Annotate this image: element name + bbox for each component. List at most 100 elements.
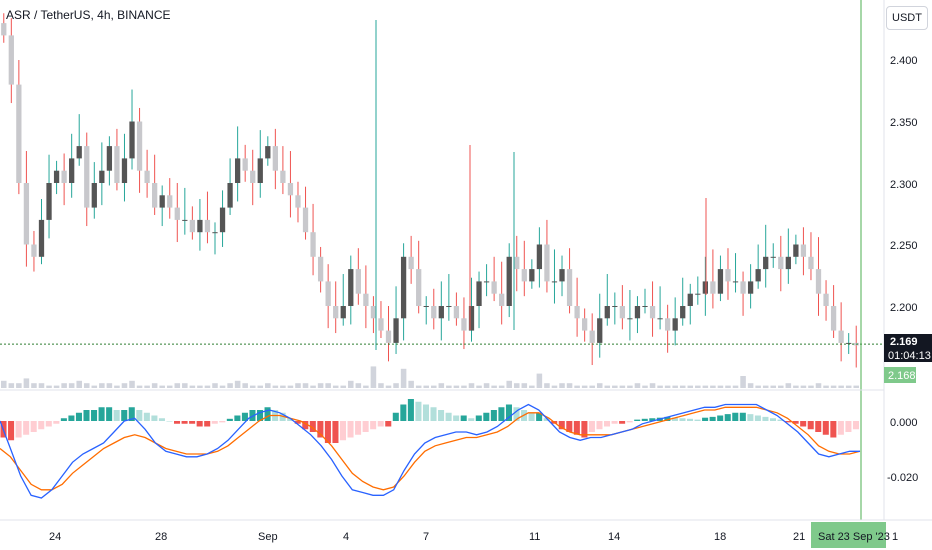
volume-bar [793,385,799,388]
volume-bar [808,385,814,388]
candle-body [702,281,708,294]
macd-histogram-bar [498,407,505,421]
candle-body [506,256,512,306]
volume-bar [189,385,196,388]
volume-bar [657,385,663,388]
candle-body [129,121,135,159]
candle-body [174,207,180,220]
candle-body [544,244,550,282]
candle-body [778,256,784,270]
candle-body [197,219,203,233]
candle-body [23,183,30,245]
candle-body [325,281,331,306]
volume-bar [815,383,822,388]
time-axis[interactable]: 24 28 Sep 4 7 11 14 18 21 Sat 23 Sep '23… [0,519,932,548]
macd-lines [0,403,861,499]
volume-bar [634,383,641,388]
macd-axis[interactable]: 0.000 -0.020 [0,389,918,484]
volume-bar [596,383,603,388]
volume-bar [770,385,777,388]
volume-bar [46,385,52,388]
candle-body [785,256,791,270]
candle-body [16,84,22,183]
macd-histogram-bar [106,407,113,421]
macd-histogram-bar [717,415,724,421]
macd-tick-zero: 0.000 [890,417,918,429]
volume-bar [664,385,671,388]
volume-bar [408,380,414,388]
macd-histogram-bar [256,410,264,421]
volume-bar [687,385,694,388]
countdown-label [884,348,932,362]
price-axis[interactable]: 2.400 2.350 2.300 2.250 2.200 2.169 01:0… [883,0,932,520]
candle-body [280,170,286,183]
candle-body [61,170,67,183]
currency-button[interactable]: USDT [886,6,928,30]
candle-body [84,146,90,208]
volume-bar [174,383,181,388]
volume-bar [415,385,422,388]
volume-bar [589,385,595,388]
macd-histogram-bar [536,412,543,421]
volume-bar [672,385,678,388]
macd-histogram-bar [287,418,294,421]
volume-bar [612,385,618,388]
macd-histogram-bar [528,412,535,421]
signal-line [0,406,861,491]
volume-bar [159,385,165,388]
volume-bar [717,385,724,388]
macd-histogram-bar [566,421,573,432]
macd-histogram-bar [604,421,611,427]
volume-bar [483,383,490,388]
candle-body [250,170,256,183]
volume-bar [302,383,309,388]
candle-body [227,183,233,208]
volume-bar [197,385,203,388]
candle-body [400,256,407,319]
volume-bar [106,383,113,388]
macd-histogram-bar [60,418,67,421]
candle-body [333,306,339,319]
candle-body [99,170,105,183]
macd-histogram-bar [362,421,369,432]
macd-histogram-bar [219,421,226,423]
candle-body [370,306,377,319]
macd-tick-neg: -0.020 [887,472,918,484]
macd-histogram-bar [294,421,301,424]
macd-histogram-bar [724,414,731,421]
candle-body [355,269,361,294]
candle-body [446,306,452,307]
time-tick-4: 4 [343,531,349,543]
volume-bar [627,385,633,388]
macd-histogram-bar [664,416,671,421]
volume-bar [566,383,573,388]
time-tick-11: 11 [529,531,540,543]
macd-line [0,403,860,499]
macd-histogram-bar [400,404,407,421]
candle-body [295,195,301,208]
macd-histogram-bar [785,421,792,423]
macd-histogram-bar [355,421,362,435]
macd-histogram-bar [822,421,829,435]
volume-bar [642,385,648,388]
candle-body [476,281,482,306]
volume-bar [317,383,324,388]
macd-histogram-bar [679,418,686,421]
candle-body [529,269,535,282]
candle-body [431,306,437,319]
candle-body [385,330,392,343]
candle-body [265,146,271,159]
volume-bar [212,383,218,388]
candle-body [830,306,837,331]
volume-bar [725,385,731,388]
volume-bar [31,383,37,388]
volume-bar [227,383,233,388]
volume-bar [53,385,60,388]
candle-body [106,146,113,171]
candle-body [612,306,618,307]
candle-body [672,318,678,331]
volume-bar [544,383,550,388]
macd-histogram-bar [649,418,656,421]
macd-histogram-bar [596,421,603,430]
